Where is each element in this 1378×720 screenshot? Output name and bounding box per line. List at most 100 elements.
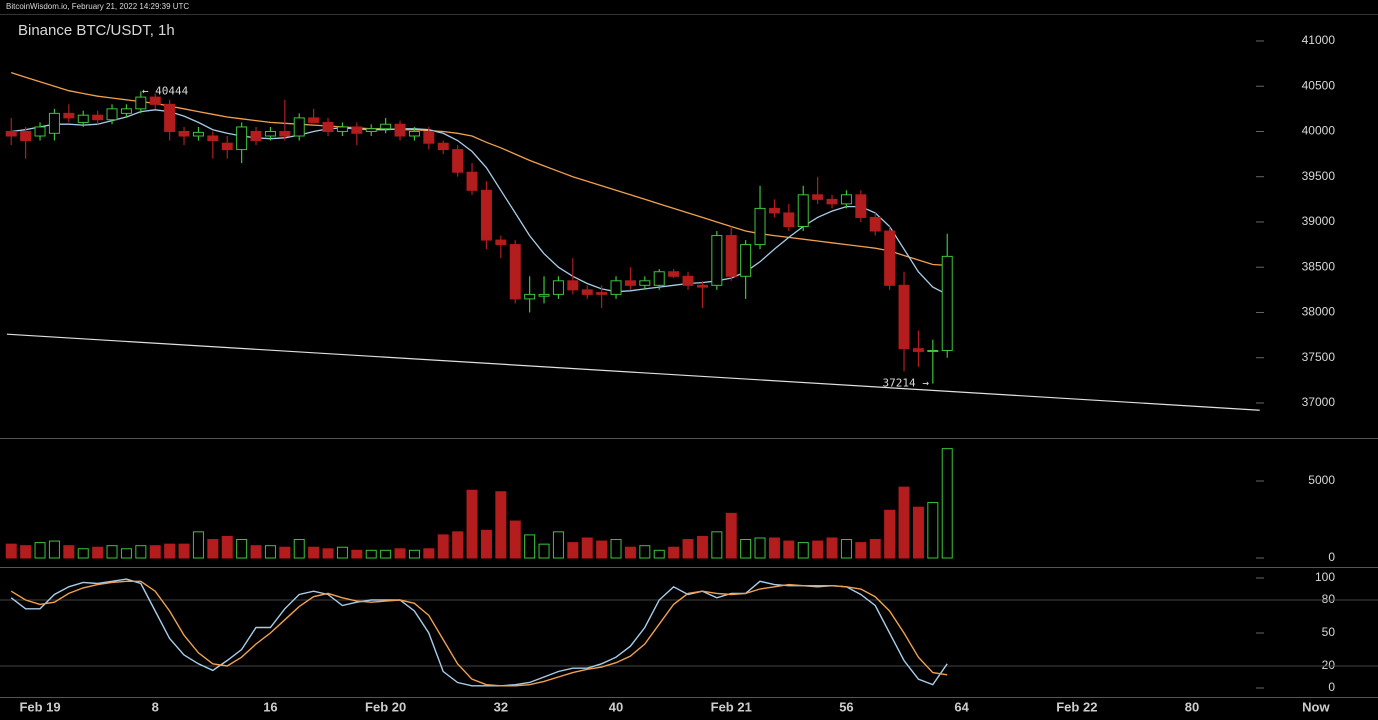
volume-bar <box>221 535 233 559</box>
candle-body <box>192 131 204 137</box>
candle-body <box>812 194 824 200</box>
candle-body <box>869 216 881 232</box>
volume-bar <box>120 548 132 559</box>
volume-bar <box>149 545 161 559</box>
candle-body <box>34 126 46 137</box>
candle-body <box>711 235 723 286</box>
candle-body <box>826 198 838 205</box>
candle-body <box>106 108 118 121</box>
x-tick-label: Now <box>1302 699 1330 714</box>
stochastic-line <box>10 578 948 687</box>
x-tick-label: Feb 22 <box>1056 699 1097 714</box>
candle-body <box>624 280 636 286</box>
volume-bar <box>581 537 593 559</box>
x-tick-label: 32 <box>494 699 508 714</box>
x-tick-label: 80 <box>1185 699 1199 714</box>
volume-bar <box>624 546 636 559</box>
candle-body <box>92 114 104 121</box>
volume-bar <box>855 542 867 559</box>
x-tick-label: 16 <box>263 699 277 714</box>
candle-body <box>336 126 348 132</box>
candle-body <box>120 108 132 114</box>
y-tick-label: 39000 <box>1302 214 1336 228</box>
y-tick-label: 100 <box>1315 570 1335 584</box>
candle-body <box>480 189 492 241</box>
volume-bar <box>653 549 665 559</box>
volume-bar <box>236 539 248 559</box>
candle-body <box>912 348 924 352</box>
candle-body <box>380 123 392 130</box>
candle-body <box>855 194 867 218</box>
volume-bar <box>48 540 60 559</box>
candle-body <box>308 117 320 123</box>
candle-body <box>423 130 435 144</box>
y-tick-label: 37500 <box>1302 350 1336 364</box>
volume-bar <box>322 548 334 559</box>
volume-bar <box>552 531 564 559</box>
candle-body <box>783 212 795 227</box>
volume-bar <box>768 537 780 559</box>
header: BitcoinWisdom.io, February 21, 2022 14:2… <box>6 2 189 11</box>
y-tick-label: 38000 <box>1302 305 1336 319</box>
candle-body <box>754 207 766 246</box>
x-tick-label: 40 <box>609 699 623 714</box>
candle-body <box>264 130 276 137</box>
volume-bar <box>466 489 478 559</box>
volume-bar <box>106 545 118 559</box>
y-tick-label: 37000 <box>1302 395 1336 409</box>
volume-bar <box>380 549 392 559</box>
candle-body <box>509 244 521 300</box>
y-tick-label: 0 <box>1328 550 1335 564</box>
stochastic-line <box>10 580 948 687</box>
candle-body <box>63 112 75 119</box>
volume-bar <box>812 540 824 559</box>
candle-body <box>538 293 550 297</box>
candle-body <box>5 130 17 137</box>
candle-body <box>682 275 694 286</box>
volume-bar <box>524 534 536 559</box>
candle-body <box>552 280 564 295</box>
candle-body <box>610 280 622 295</box>
candle-body <box>149 96 161 105</box>
candle-body <box>768 207 780 214</box>
volume-bar <box>797 542 809 559</box>
candle-body <box>135 96 147 110</box>
x-tick-label: Feb 19 <box>19 699 60 714</box>
annotation: ← 40444 <box>142 84 189 97</box>
candle-body <box>596 292 608 295</box>
candle-body <box>725 235 737 277</box>
volume-bar <box>509 520 521 559</box>
y-tick-label: 41000 <box>1302 33 1336 47</box>
y-tick-label: 40500 <box>1302 78 1336 92</box>
y-tick-label: 38500 <box>1302 259 1336 273</box>
annotation: 37214 → <box>882 377 929 390</box>
candle-body <box>351 126 363 134</box>
volume-bar <box>610 539 622 559</box>
candle-body <box>567 280 579 291</box>
volume-bar <box>365 549 377 559</box>
candle-body <box>653 271 665 286</box>
x-tick-label: 56 <box>839 699 853 714</box>
x-tick-label: 8 <box>152 699 159 714</box>
candle-body <box>581 289 593 295</box>
volume-bar <box>927 502 939 559</box>
candle-body <box>696 284 708 288</box>
candle-body <box>466 171 478 191</box>
candle-body <box>48 112 60 134</box>
candle-body <box>668 271 680 277</box>
volume-bar <box>596 540 608 559</box>
volume-bar <box>34 542 46 559</box>
candle-body <box>236 126 248 151</box>
volume-bar <box>480 529 492 559</box>
volume-bar <box>308 546 320 559</box>
volume-bar <box>682 539 694 559</box>
volume-bar <box>711 531 723 559</box>
volume-bar <box>423 548 435 559</box>
volume-bar <box>351 549 363 559</box>
volume-bar <box>668 546 680 559</box>
volume-bar <box>869 539 881 559</box>
volume-bar <box>754 537 766 559</box>
volume-bar <box>63 545 75 559</box>
candle-body <box>941 255 953 351</box>
